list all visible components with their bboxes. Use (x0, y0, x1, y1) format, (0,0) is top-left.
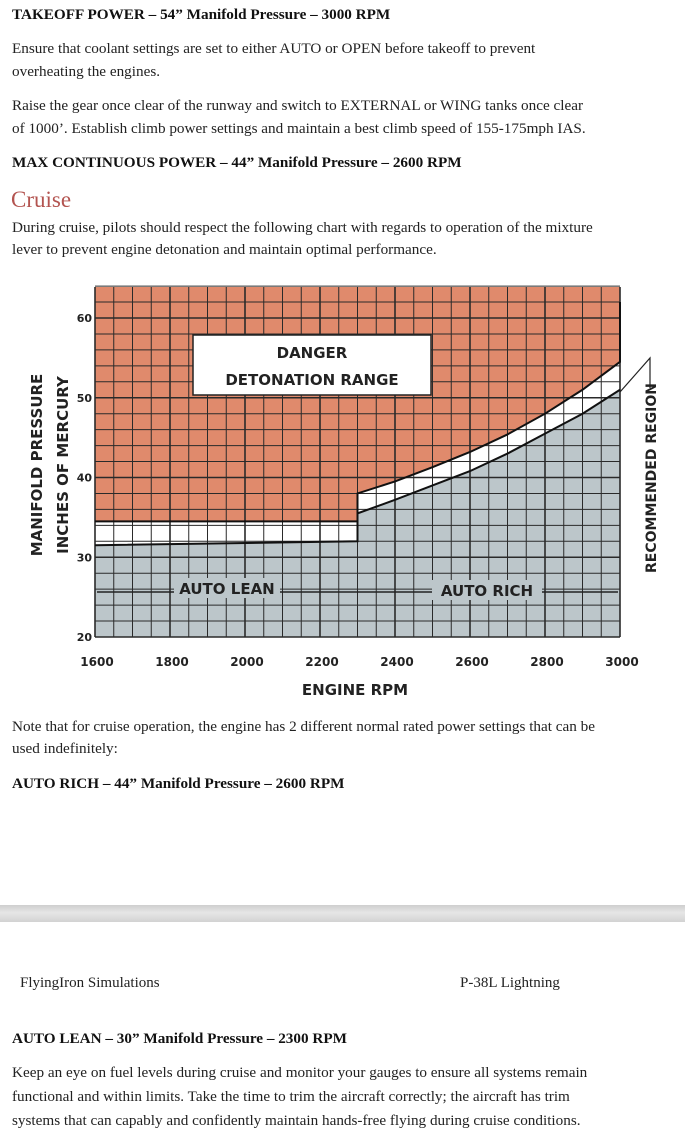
x-tick-label: 1800 (155, 655, 188, 669)
climb-para-line: Raise the gear once clear of the runway … (12, 97, 584, 114)
auto-rich-heading: AUTO RICH – 44” Manifold Pressure – 2600… (12, 775, 345, 792)
auto-lean-bg (174, 578, 280, 598)
auto-lean-para-line: functional and within limits. Take the t… (12, 1088, 570, 1105)
x-axis-title: ENGINE RPM (302, 681, 408, 699)
x-tick-label: 3000 (605, 655, 638, 669)
y-tick-label: 30 (77, 551, 93, 564)
cruise-para-line: During cruise, pilots should respect the… (12, 219, 593, 236)
note-para-line: used indefinitely: (12, 740, 118, 757)
page-separator (0, 905, 685, 922)
auto-lean-para-line: systems that can capably and confidently… (12, 1112, 581, 1129)
danger-label-box (192, 334, 432, 396)
takeoff-power-heading: TAKEOFF POWER – 54” Manifold Pressure – … (12, 6, 391, 23)
takeoff-para-line: Ensure that coolant settings are set to … (12, 40, 536, 57)
note-para-line: Note that for cruise operation, the engi… (12, 718, 595, 735)
x-tick-label: 2800 (530, 655, 563, 669)
auto-lean-heading: AUTO LEAN – 30” Manifold Pressure – 2300… (12, 1030, 347, 1047)
climb-para-line: of 1000’. Establish climb power settings… (12, 120, 586, 137)
recommended-boundary-line (94, 388, 621, 547)
danger-boundary-line (95, 302, 621, 523)
recommended-region-pointer (619, 356, 651, 393)
x-tick-label: 2000 (230, 655, 263, 669)
auto-lean-para-line: Keep an eye on fuel levels during cruise… (12, 1064, 588, 1081)
mixture-chart: DANGER DETONATION RANGE AUTO LEAN AUTO R… (28, 285, 660, 699)
max-continuous-heading: MAX CONTINUOUS POWER – 44” Manifold Pres… (12, 154, 462, 171)
y-tick-label: 50 (77, 392, 93, 405)
footer-aircraft: P-38L Lightning (460, 975, 560, 991)
detonation-range-label: DETONATION RANGE (225, 371, 398, 389)
recommended-region-label: RECOMMENDED REGION (644, 383, 660, 573)
y-tick-label: 40 (77, 472, 93, 485)
x-tick-label: 2400 (380, 655, 413, 669)
x-tick-label: 2200 (305, 655, 338, 669)
cruise-para-line: lever to prevent engine detonation and m… (12, 241, 437, 258)
takeoff-para-line: overheating the engines. (12, 63, 161, 80)
auto-rich-bg (432, 580, 542, 600)
danger-label: DANGER (277, 344, 348, 362)
auto-lean-label: AUTO LEAN (179, 580, 275, 598)
x-tick-label: 1600 (80, 655, 113, 669)
x-tick-label: 2600 (455, 655, 488, 669)
y-axis-title-1: MANIFOLD PRESSURE (28, 374, 46, 557)
y-tick-label: 20 (77, 631, 93, 644)
y-axis-title-2: INCHES OF MERCURY (54, 375, 72, 554)
footer-company: FlyingIron Simulations (20, 975, 160, 991)
y-tick-label: 60 (77, 312, 93, 325)
cruise-section-title: Cruise (11, 187, 72, 212)
auto-rich-label: AUTO RICH (441, 582, 533, 600)
